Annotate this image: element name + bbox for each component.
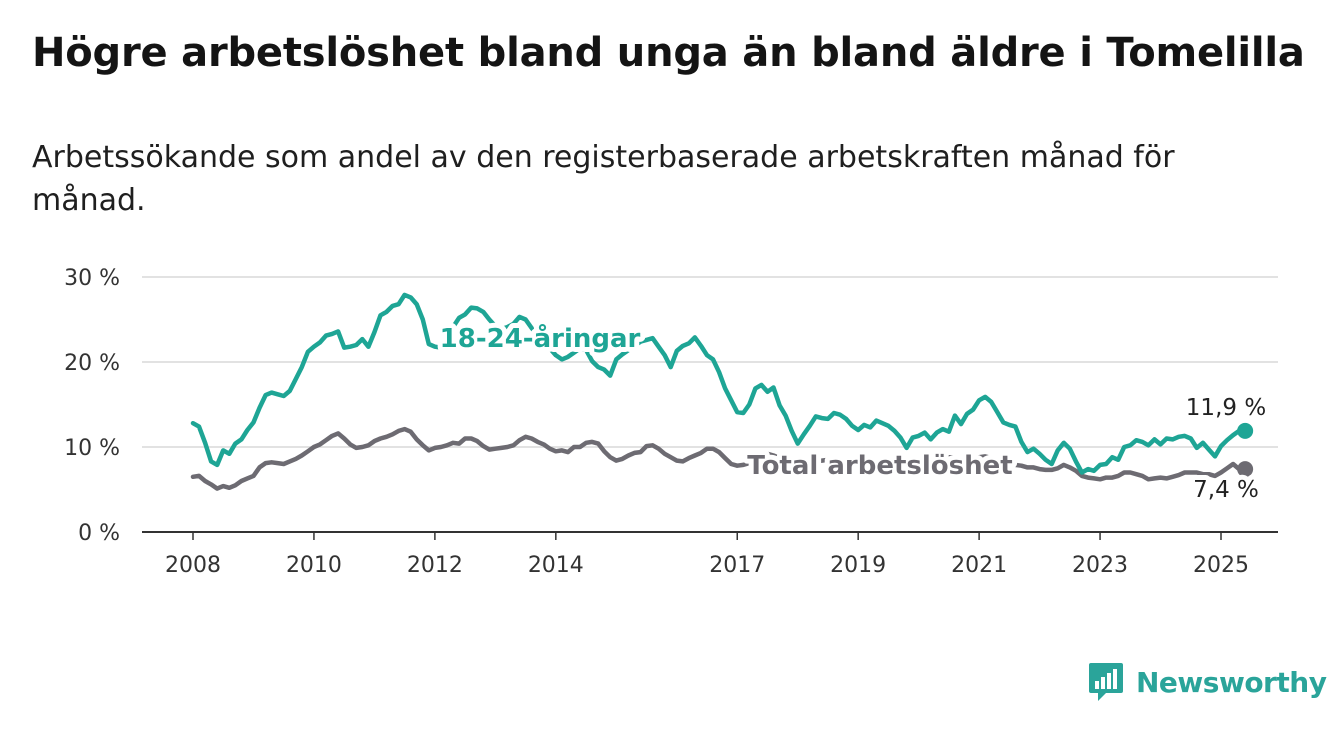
line-chart: 0 % 10 % 20 % 30 % 2008 2010 2012 2014 2017 2019… [64, 266, 1278, 578]
end-value-total: 7,4 % [1193, 477, 1259, 503]
x-tick-label: 2008 [165, 553, 221, 578]
y-tick-label: 30 % [64, 266, 120, 291]
end-value-youth: 11,9 % [1186, 395, 1266, 421]
x-tick-label: 2019 [830, 553, 886, 578]
page-title: Högre arbetslöshet bland unga än bland ä… [32, 30, 1305, 76]
series-line-youth [190, 292, 1242, 475]
x-axis-ticks: 2008 2010 2012 2014 2017 2019 2021 2023 2025 [165, 532, 1249, 578]
y-axis-ticks: 0 % 10 % 20 % 30 % [64, 266, 120, 546]
end-point-youth [1237, 422, 1254, 439]
x-tick-label: 2023 [1072, 553, 1128, 578]
x-tick-label: 2021 [951, 553, 1007, 578]
y-tick-label: 10 % [64, 436, 120, 461]
newsworthy-logo-icon [1089, 663, 1123, 701]
gridlines [142, 276, 1278, 533]
end-point-total [1237, 461, 1254, 478]
chart-subtitle: Arbetssökande som andel av den registerb… [32, 140, 1175, 218]
x-tick-label: 2025 [1193, 553, 1249, 578]
brand-name: Newsworthy [1136, 665, 1327, 699]
x-tick-label: 2017 [709, 553, 765, 578]
y-tick-label: 0 % [78, 521, 120, 546]
y-tick-label: 20 % [64, 351, 120, 376]
series-label-total: Total arbetslöshet [747, 451, 1012, 481]
x-tick-label: 2010 [286, 553, 342, 578]
x-tick-label: 2012 [407, 553, 463, 578]
series-line-total [190, 426, 1242, 491]
series-lines [190, 292, 1254, 491]
newsworthy-logo: Newsworthy [1088, 660, 1327, 704]
series-labels: 18-24-åringar Total arbetslöshet 11,9 % 7,4… [435, 317, 1272, 508]
series-label-youth: 18-24-åringar [440, 322, 641, 354]
x-tick-label: 2014 [528, 553, 584, 578]
